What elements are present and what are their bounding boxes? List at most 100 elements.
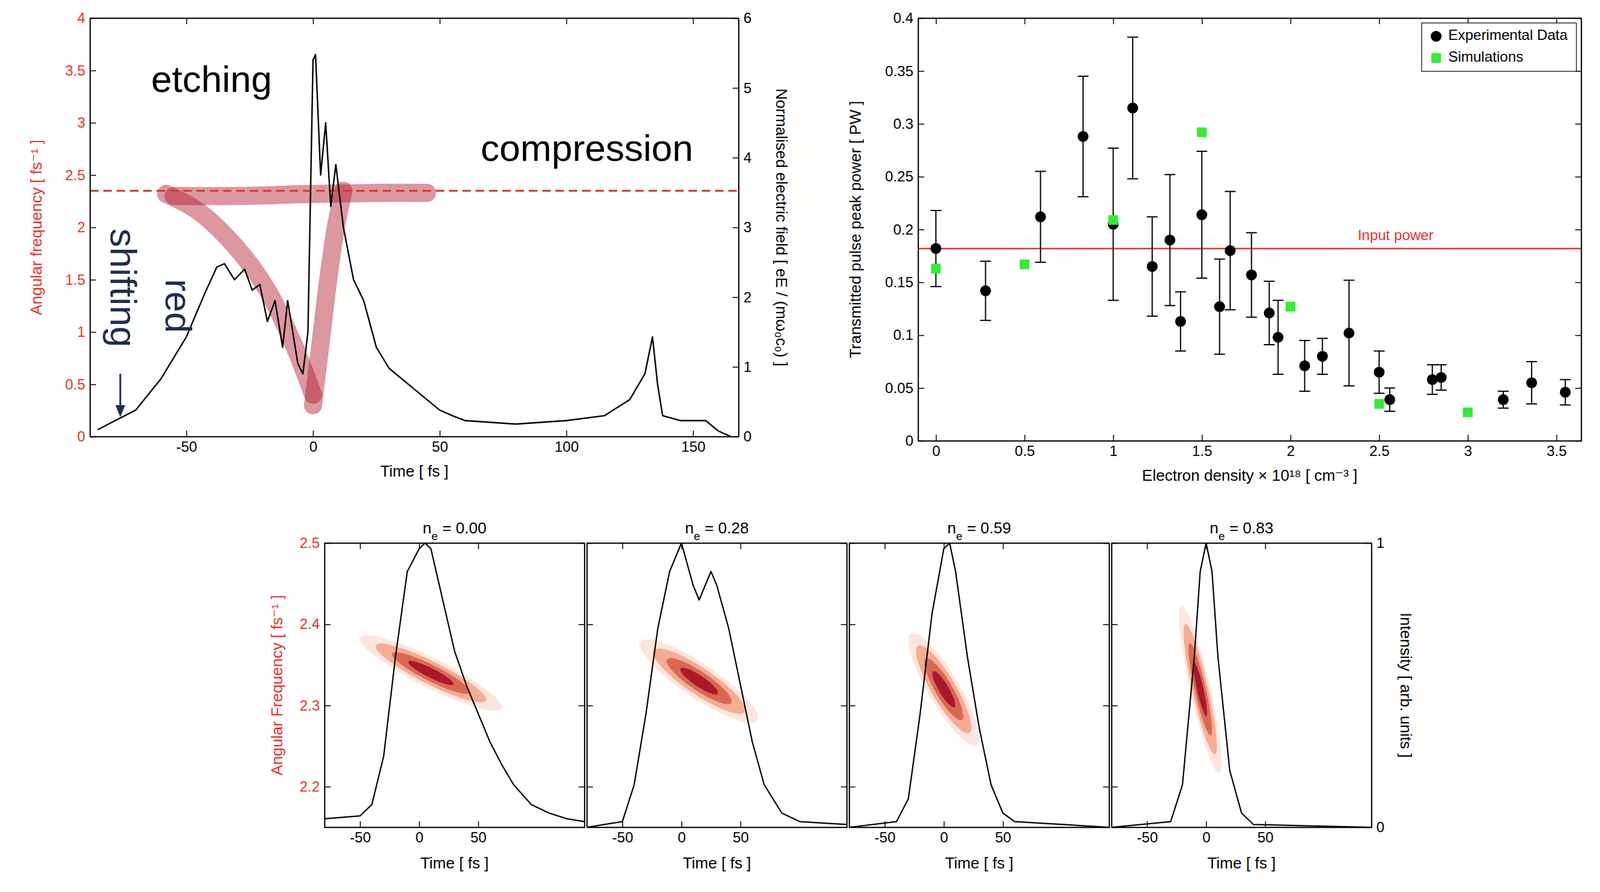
tick-mark xyxy=(740,542,742,549)
error-cap xyxy=(1146,216,1158,218)
axis xyxy=(90,18,740,25)
tick-mark xyxy=(186,18,188,25)
tick-label: 3 xyxy=(743,218,752,236)
tick-mark xyxy=(732,18,739,20)
tick-mark xyxy=(90,174,97,176)
legend-label: Experimental Data xyxy=(1448,26,1568,43)
tick: -50 xyxy=(349,820,372,846)
tick xyxy=(681,542,682,549)
tick-mark xyxy=(918,70,925,72)
axis-title: Transmitted pulse peak power [ PW ] xyxy=(846,100,865,358)
tick-label: 0.1 xyxy=(893,326,914,343)
tick-mark xyxy=(578,704,585,707)
tick: 150 xyxy=(681,430,706,455)
tick: 0.1 xyxy=(893,326,925,343)
tick: 1.5 xyxy=(1191,434,1212,459)
tick-mark xyxy=(935,18,937,25)
axis-line xyxy=(90,436,740,438)
tick-label: 0.05 xyxy=(884,379,914,396)
tick-mark xyxy=(1265,820,1267,827)
tick xyxy=(1201,18,1203,25)
error-cap xyxy=(930,209,942,211)
tick-mark xyxy=(732,366,739,368)
tick-mark xyxy=(566,18,568,25)
axis-line xyxy=(846,543,849,828)
axis-line xyxy=(587,826,848,829)
panel: -500502.22.32.42.5ne = 0.00Time [ fs ]An… xyxy=(267,518,586,872)
data-line xyxy=(1111,542,1372,827)
tick-mark xyxy=(90,279,97,281)
error-cap xyxy=(1107,299,1119,302)
tick: 3 xyxy=(77,114,97,131)
tick-mark xyxy=(324,704,331,707)
tick: 4 xyxy=(77,9,97,26)
error-cap xyxy=(1427,393,1439,395)
tick: 0 xyxy=(1365,818,1385,835)
data-point xyxy=(1384,394,1396,405)
tick: 0 xyxy=(939,820,948,846)
tick-mark xyxy=(1112,434,1115,441)
data-point xyxy=(1034,211,1046,223)
tick-label: 0 xyxy=(677,828,686,846)
frame xyxy=(1111,542,1372,827)
tick: 0 xyxy=(309,430,318,455)
tick xyxy=(693,18,694,25)
tick-label: 2.5 xyxy=(1369,442,1390,459)
series xyxy=(930,127,1473,418)
tick xyxy=(1103,786,1110,788)
tick-label: 0.4 xyxy=(893,9,914,26)
tick xyxy=(1575,282,1582,283)
axis-line xyxy=(325,826,586,829)
axis xyxy=(587,542,848,549)
tick xyxy=(849,542,856,544)
tick xyxy=(1575,440,1582,442)
tick: 0.5 xyxy=(65,375,97,393)
tick-mark xyxy=(1205,542,1208,549)
data-point xyxy=(1196,209,1208,221)
tick: 0 xyxy=(415,820,424,846)
panel: -50050ne = 0.59Time [ fs ] xyxy=(849,518,1110,872)
tick-mark xyxy=(478,542,480,549)
tick-mark xyxy=(90,436,97,438)
tick xyxy=(849,705,856,707)
tick xyxy=(1002,542,1004,549)
spectrogram-contour xyxy=(932,670,956,708)
tick: 2.5 xyxy=(65,166,97,184)
tick xyxy=(1111,705,1118,707)
tick-mark xyxy=(1103,542,1110,545)
axis xyxy=(849,543,856,828)
plot-area xyxy=(849,542,1110,827)
spectrogram-contour xyxy=(1188,643,1212,736)
tick xyxy=(840,623,847,625)
reference-line xyxy=(90,189,739,192)
tick xyxy=(1103,542,1110,544)
tick: 6 xyxy=(732,9,752,26)
tick xyxy=(1265,542,1266,549)
axis-title: Intensity [ arb. units ] xyxy=(1396,612,1416,758)
tick-mark xyxy=(586,623,593,626)
error-cap xyxy=(1317,337,1328,339)
arrow xyxy=(119,373,122,410)
tick-mark xyxy=(578,623,585,626)
tick-mark xyxy=(186,430,188,437)
axis-line xyxy=(587,542,848,545)
axis: -50050100150 xyxy=(90,430,740,455)
tick-mark xyxy=(732,436,739,438)
tick xyxy=(622,542,624,549)
tick-mark xyxy=(1103,623,1110,626)
tick-mark xyxy=(849,786,856,788)
axis-title: Angular Frequency [ fs⁻¹ ] xyxy=(267,594,286,775)
tick: 50 xyxy=(1257,820,1274,846)
axis-title: Electron density × 10¹⁸ [ cm⁻³ ] xyxy=(1141,466,1358,485)
tick-label: 50 xyxy=(470,828,487,846)
tick-mark xyxy=(849,704,856,707)
axis-title: Time [ fs ] xyxy=(420,853,489,872)
data-point xyxy=(1175,316,1186,328)
axis: -50 0 50 xyxy=(325,820,586,846)
tick-mark xyxy=(918,229,925,231)
tick: 0.2 xyxy=(893,221,925,238)
error-cap xyxy=(1214,258,1226,260)
arrow-head xyxy=(115,404,126,418)
panel-title: ne = 0.00 xyxy=(422,518,486,543)
tick-mark xyxy=(840,786,847,788)
